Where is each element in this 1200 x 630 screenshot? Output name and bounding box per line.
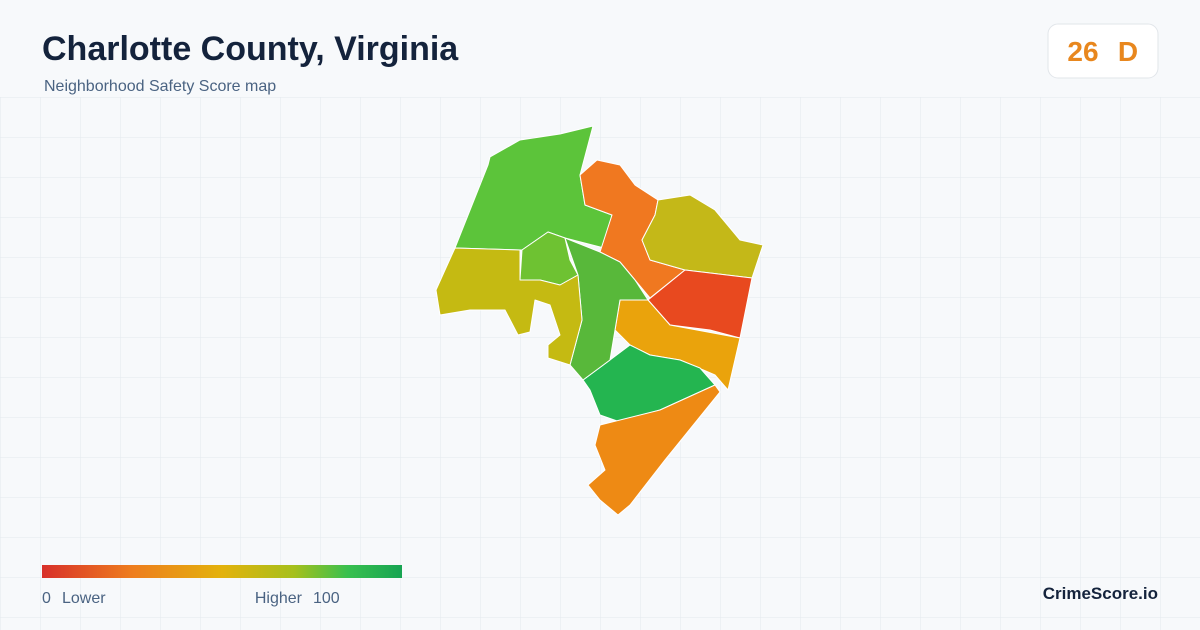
- county-map: [435, 125, 764, 516]
- legend-min-label: Lower: [62, 590, 106, 607]
- legend-min: 0: [42, 590, 51, 607]
- legend-max: 100: [313, 590, 340, 607]
- region: [435, 247, 583, 366]
- title: Charlotte County, Virginia: [42, 30, 459, 68]
- brand: CrimeScore.io: [1043, 584, 1158, 603]
- score-badge: [1047, 23, 1159, 79]
- region: [614, 299, 741, 391]
- region: [587, 384, 721, 516]
- subtitle: Neighborhood Safety Score map: [44, 78, 276, 95]
- grade: D: [1118, 36, 1138, 67]
- score: 26: [1067, 36, 1098, 67]
- legend-gradient: [42, 565, 402, 578]
- legend-max-label: Higher: [255, 590, 303, 607]
